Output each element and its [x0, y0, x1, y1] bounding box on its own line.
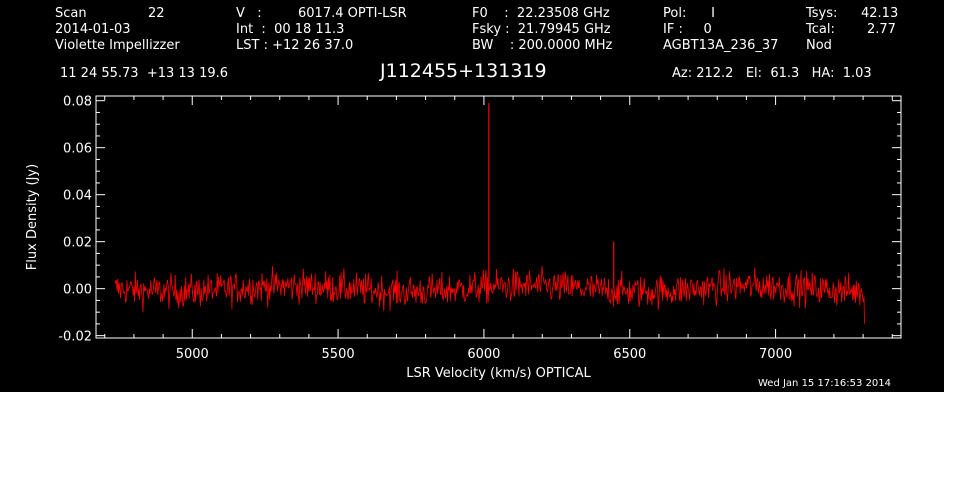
tcal-value: 2.77: [867, 22, 896, 37]
y-tick-label: -0.02: [58, 330, 92, 345]
observation-date: 2014-01-03: [55, 22, 131, 37]
source-name: J112455+131319: [380, 60, 547, 82]
integration-time: Int : 00 18 11.3: [236, 22, 345, 37]
y-tick-label: 0.06: [63, 142, 92, 157]
bandwidth: BW : 200.0000 MHz: [472, 38, 613, 53]
y-tick-label: 0.04: [63, 189, 92, 204]
x-axis-title: LSR Velocity (km/s) OPTICAL: [406, 366, 591, 381]
x-tick-label: 5000: [176, 347, 209, 362]
plot-panel: Scan 22 2014-01-03 Violette Impellizzer …: [0, 0, 944, 392]
observer-name: Violette Impellizzer: [55, 38, 180, 53]
plot-frame: [95, 95, 902, 339]
scan-number: 22: [148, 6, 165, 21]
spectrum-chart: 5000 5500 6000 6500 7000 -0.02 0.00 0.02 0.04 0.0…: [25, 95, 902, 381]
sky-frequency: Fsky : 21.79945 GHz: [472, 22, 611, 37]
rest-frequency: F0 : 22.23508 GHz: [472, 6, 610, 21]
y-tick-label: 0.08: [63, 95, 92, 110]
y-tick-label: 0.00: [63, 283, 92, 298]
spectrum-trace: [114, 266, 865, 324]
x-tick-label: 6500: [613, 347, 646, 362]
tsys-value: 42.13: [861, 6, 899, 21]
x-tick-label: 6000: [467, 347, 500, 362]
y-tick-label: 0.02: [63, 236, 92, 251]
observing-mode: Nod: [806, 38, 832, 53]
y-axis-title: Flux Density (Jy): [25, 164, 40, 270]
scan-label: Scan: [55, 6, 87, 21]
plot-timestamp: Wed Jan 15 17:16:53 2014: [758, 378, 892, 389]
source-coordinates: 11 24 55.73 +13 13 19.6: [60, 66, 229, 81]
polarization: Pol: I: [663, 6, 715, 21]
x-tick-label: 5500: [322, 347, 355, 362]
az-el-ha: Az: 212.2 El: 61.3 HA: 1.03: [672, 66, 872, 81]
project-id: AGBT13A_236_37: [663, 38, 779, 53]
x-tick-label: 7000: [759, 347, 792, 362]
tsys-label: Tsys:: [806, 6, 838, 21]
velocity-value: 6017.4 OPTI-LSR: [298, 6, 407, 21]
lst-value: LST : +12 26 37.0: [236, 38, 354, 53]
tcal-label: Tcal:: [806, 22, 835, 37]
if-number: IF : 0: [663, 22, 712, 37]
velocity-label: V :: [236, 6, 262, 21]
